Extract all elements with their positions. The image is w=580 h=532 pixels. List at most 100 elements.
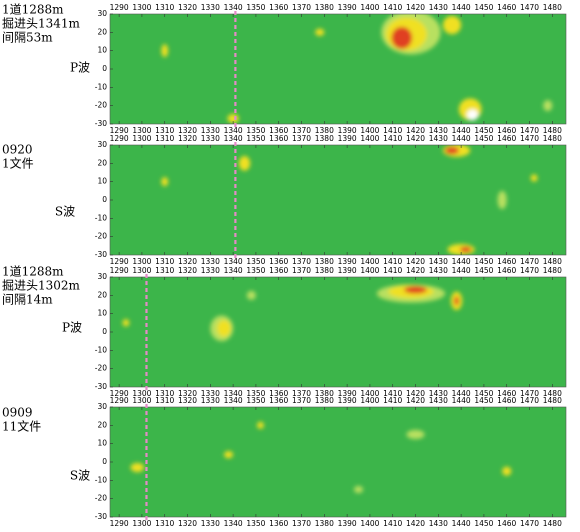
x-tick-label: 1350	[246, 389, 265, 398]
x-tick-label: 1480	[543, 134, 562, 143]
x-tick-label: 1440	[452, 126, 471, 135]
x-tick-label: 1400	[360, 126, 379, 135]
x-tick-label: 1460	[497, 266, 516, 275]
x-tick-label: 1390	[338, 519, 357, 528]
y-tick-label: 20	[97, 27, 107, 36]
blobs	[161, 145, 538, 255]
x-tick-label: 1340	[224, 519, 243, 528]
x-tick-label: 1330	[201, 396, 220, 405]
anomaly	[459, 246, 472, 253]
x-tick-label: 1400	[360, 134, 379, 143]
x-tick-label: 1310	[155, 396, 174, 405]
x-tick-label: 1290	[110, 126, 129, 135]
x-tick-label: 1290	[110, 396, 129, 405]
x-tick-label: 1360	[269, 389, 288, 398]
x-tick-label: 1440	[452, 266, 471, 275]
x-tick-label: 1320	[178, 266, 197, 275]
x-tick-label: 1410	[383, 519, 402, 528]
x-tick-label: 1460	[497, 519, 516, 528]
x-tick-label: 1420	[406, 389, 425, 398]
anomaly	[161, 177, 169, 187]
anomaly	[238, 156, 251, 171]
anomaly	[497, 190, 507, 210]
x-tick-label: 1290	[110, 257, 129, 266]
anomaly	[217, 320, 231, 337]
x-tick-label: 1320	[178, 257, 197, 266]
x-tick-label: 1360	[269, 257, 288, 266]
x-tick-label: 1370	[292, 266, 311, 275]
anomaly	[122, 319, 130, 327]
y-tick-label: 20	[97, 158, 107, 167]
x-tick-label: 1440	[452, 389, 471, 398]
panel-label: 1道1288m	[2, 3, 64, 17]
panel-label: 11文件	[2, 419, 41, 434]
x-tick-label: 1390	[338, 257, 357, 266]
x-tick-label: 1340	[224, 3, 243, 12]
x-tick-label: 1330	[201, 3, 220, 12]
anomaly	[502, 466, 512, 476]
blob-layer	[161, 145, 538, 255]
x-tick-label: 1460	[497, 3, 516, 12]
x-tick-label: 1430	[429, 389, 448, 398]
x-tick-label: 1450	[474, 266, 493, 275]
anomaly	[353, 485, 364, 494]
x-tick-label: 1310	[155, 3, 174, 12]
x-tick-label: 1360	[269, 396, 288, 405]
panel-label: 间隔53m	[2, 31, 53, 45]
x-tick-label: 1400	[360, 396, 379, 405]
x-tick-label: 1340	[224, 266, 243, 275]
x-tick-label: 1300	[132, 519, 151, 528]
x-tick-label: 1350	[246, 257, 265, 266]
x-tick-label: 1370	[292, 519, 311, 528]
y-tick-label: -30	[95, 512, 107, 521]
x-tick-label: 1340	[224, 126, 243, 135]
x-tick-label: 1400	[360, 3, 379, 12]
x-tick-label: 1320	[178, 134, 197, 143]
x-tick-label: 1380	[315, 519, 334, 528]
x-tick-label: 1420	[406, 134, 425, 143]
plot-background	[110, 145, 566, 255]
plot-background	[110, 14, 566, 124]
y-tick-label: 30	[97, 9, 107, 18]
anomaly	[404, 286, 427, 294]
anomaly	[257, 421, 264, 430]
x-tick-label: 1360	[269, 3, 288, 12]
x-tick-label: 1380	[315, 396, 334, 405]
x-tick-label: 1330	[201, 126, 220, 135]
x-tick-label: 1320	[178, 396, 197, 405]
blob-layer	[161, 14, 553, 124]
y-tick-label: 10	[97, 439, 107, 448]
anomaly	[466, 109, 479, 121]
x-tick-label: 1310	[155, 126, 174, 135]
y-tick-label: 0	[102, 64, 107, 73]
x-tick-label: 1420	[406, 396, 425, 405]
x-tick-label: 1440	[452, 396, 471, 405]
x-tick-label: 1390	[338, 126, 357, 135]
x-tick-label: 1460	[497, 389, 516, 398]
x-tick-label: 1370	[292, 126, 311, 135]
x-tick-label: 1370	[292, 396, 311, 405]
anomaly	[442, 15, 462, 35]
x-tick-label: 1410	[383, 389, 402, 398]
x-tick-label: 1470	[520, 519, 539, 528]
plot-background	[110, 277, 566, 387]
panel: 1290129013001300131013101320132013301330…	[2, 3, 567, 135]
x-tick-label: 1420	[406, 126, 425, 135]
y-tick-label: 10	[97, 46, 107, 55]
y-tick-label: 10	[97, 309, 107, 318]
x-tick-label: 1420	[406, 519, 425, 528]
x-tick-label: 1480	[543, 519, 562, 528]
y-tick-label: -10	[95, 213, 107, 222]
x-tick-label: 1300	[132, 126, 151, 135]
x-tick-label: 1460	[497, 257, 516, 266]
x-tick-label: 1470	[520, 266, 539, 275]
y-tick-label: -30	[95, 119, 107, 128]
x-tick-label: 1480	[543, 396, 562, 405]
blob-layer	[122, 284, 463, 342]
x-tick-label: 1350	[246, 134, 265, 143]
x-tick-label: 1360	[269, 519, 288, 528]
x-tick-label: 1310	[155, 389, 174, 398]
x-tick-label: 1330	[201, 257, 220, 266]
x-tick-label: 1370	[292, 134, 311, 143]
x-tick-label: 1450	[474, 126, 493, 135]
